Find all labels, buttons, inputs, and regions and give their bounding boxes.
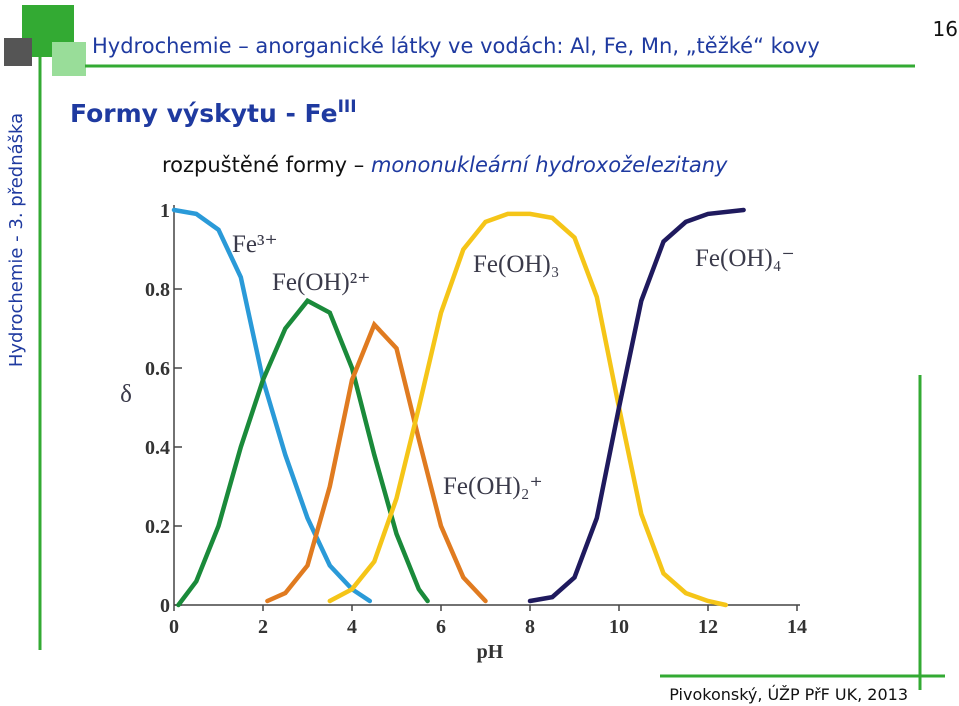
y-tick-label: 0.6 bbox=[145, 358, 170, 380]
series-line bbox=[527, 207, 746, 604]
y-tick-label: 0.2 bbox=[145, 516, 170, 538]
subheading-plain: rozpuštěné formy – bbox=[162, 153, 371, 177]
y-tick-label: 1 bbox=[160, 200, 170, 222]
deco-square bbox=[52, 42, 86, 76]
heading-text: Formy výskytu - Fe bbox=[70, 99, 338, 128]
subheading-italic: mononukleární hydroxoželezitany bbox=[371, 153, 728, 177]
series-label: Fe(OH)²⁺ bbox=[272, 269, 370, 296]
page-number: 16 bbox=[933, 17, 958, 41]
y-tick-label: 0.8 bbox=[145, 279, 170, 301]
series-line bbox=[327, 211, 729, 608]
x-tick-label: 2 bbox=[258, 616, 268, 638]
series-line bbox=[176, 297, 430, 608]
series-line bbox=[265, 320, 488, 604]
footer: Pivokonský, ÚŽP PřF UK, 2013 bbox=[669, 685, 908, 704]
x-tick-label: 0 bbox=[169, 616, 179, 638]
slide-title: Hydrochemie – anorganické látky ve vodác… bbox=[92, 34, 820, 58]
series-label: Fe(OH)₂⁺ bbox=[443, 473, 543, 500]
x-tick-label: 12 bbox=[698, 616, 718, 638]
subheading: rozpuštěné formy – mononukleární hydroxo… bbox=[162, 153, 728, 177]
series-label: Fe(OH)₃ bbox=[473, 251, 559, 278]
x-tick-label: 8 bbox=[525, 616, 535, 638]
x-tick-label: 6 bbox=[436, 616, 446, 638]
x-tick-label: 4 bbox=[347, 616, 357, 638]
series-line bbox=[171, 207, 373, 604]
deco-square bbox=[4, 38, 32, 66]
series-label: Fe(OH)₄⁻ bbox=[695, 245, 795, 272]
x-tick-label: 10 bbox=[609, 616, 629, 638]
side-title: Hydrochemie - 3. přednáška bbox=[6, 113, 27, 367]
y-tick-label: 0.4 bbox=[145, 437, 170, 459]
heading: Formy výskytu - FeIII bbox=[70, 97, 357, 128]
x-axis-label: pH bbox=[477, 641, 504, 663]
x-tick-label: 14 bbox=[787, 616, 807, 638]
series-label: Fe³⁺ bbox=[232, 231, 278, 258]
heading-sup: III bbox=[338, 97, 357, 117]
y-tick-label: 0 bbox=[160, 595, 170, 617]
y-axis-label: δ bbox=[120, 381, 132, 408]
